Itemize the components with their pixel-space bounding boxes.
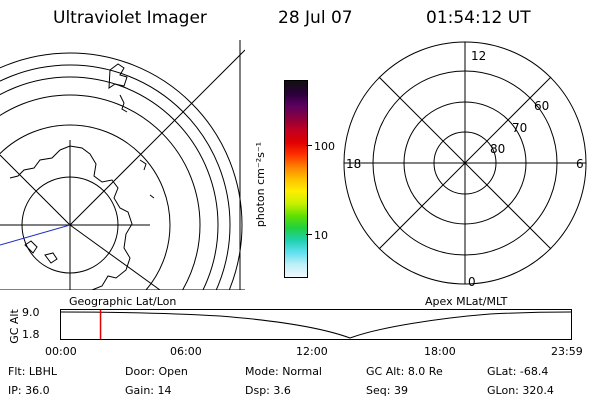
lat-circle [0, 76, 219, 290]
info-ip: IP: 36.0 [8, 384, 50, 397]
info-gain: Gain: 14 [125, 384, 172, 397]
instrument-title: Ultraviolet Imager [53, 8, 207, 28]
timeline-x-label: 12:00 [296, 345, 328, 358]
colorbar [284, 80, 308, 278]
colorbar-tick [306, 234, 312, 235]
lon-line [0, 154, 71, 226]
timeline-x-label: 18:00 [424, 345, 456, 358]
mlt-line [378, 76, 552, 250]
timeline-axis-title: GC Alt [7, 309, 21, 344]
coastline [9, 63, 155, 290]
mlt-label-6: 6 [576, 157, 584, 171]
info-glat: GLat: -68.4 [487, 365, 549, 378]
mlt-label-0: 0 [468, 275, 476, 289]
lat-circle [0, 52, 243, 290]
info-gc-alt: GC Alt: 8.0 Re [366, 365, 443, 378]
date-label: 28 Jul 07 [278, 8, 353, 28]
timeline-x-label: 23:59 [551, 345, 583, 358]
colorbar-gradient [285, 81, 307, 277]
lat-circle [0, 64, 231, 290]
info-filter: Flt: LBHL [8, 365, 57, 378]
colorbar-unit-label: photon cm⁻²s⁻¹ [254, 141, 268, 228]
info-glon: GLon: 320.4 [487, 384, 554, 397]
info-dsp: Dsp: 3.6 [245, 384, 291, 397]
info-mode: Mode: Normal [245, 365, 322, 378]
mlt-label-12: 12 [471, 49, 486, 63]
info-seq: Seq: 39 [366, 384, 408, 397]
time-label: 01:54:12 UT [426, 8, 531, 28]
magnetic-polar-plot: 12 18 6 0 60 70 80 [343, 41, 587, 289]
altitude-timeline [60, 309, 572, 340]
lon-line [69, 224, 161, 290]
left-map-caption: Geographic Lat/Lon [69, 295, 177, 308]
lon-line [69, 49, 245, 226]
mlat-label-60: 60 [534, 99, 549, 113]
timeline-frame [60, 309, 572, 340]
colorbar-tick-label: 10 [314, 229, 328, 242]
timeline-y-label-min: 1.8 [22, 328, 40, 341]
colorbar-tick-label: 100 [314, 140, 335, 153]
orbit-track [0, 224, 71, 246]
mlt-label-18: 18 [346, 157, 361, 171]
timeline-x-label: 06:00 [170, 345, 202, 358]
geographic-map [0, 40, 245, 290]
altitude-curve [60, 311, 572, 339]
colorbar-tick [306, 145, 312, 146]
mlat-label-70: 70 [512, 121, 527, 135]
timeline-y-label-max: 9.0 [22, 306, 40, 319]
right-map-caption: Apex MLat/MLT [425, 295, 508, 308]
lat-circle [0, 94, 201, 290]
timeline-x-label: 00:00 [45, 345, 77, 358]
lat-circle [0, 124, 171, 290]
mlat-label-80: 80 [490, 142, 505, 156]
info-door: Door: Open [125, 365, 188, 378]
